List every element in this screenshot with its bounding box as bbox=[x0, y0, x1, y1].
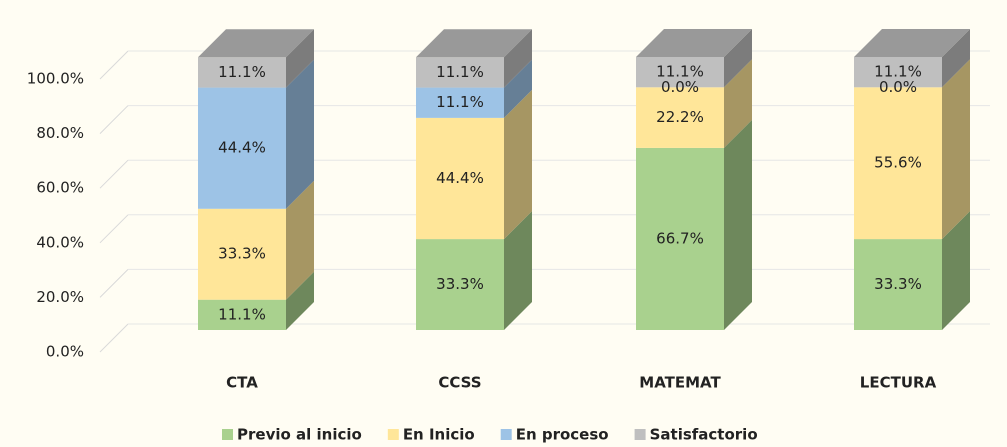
bar-side bbox=[504, 29, 532, 88]
bar-segment bbox=[198, 57, 286, 88]
bar-side bbox=[942, 211, 970, 330]
bar-segment bbox=[636, 57, 724, 88]
bar-segment bbox=[416, 239, 504, 330]
legend-swatch bbox=[222, 429, 233, 440]
data-label: 11.1% bbox=[218, 63, 266, 81]
bar-top bbox=[636, 29, 752, 57]
bar-side bbox=[724, 119, 752, 330]
data-label: 11.1% bbox=[656, 63, 704, 81]
grid-line bbox=[99, 50, 129, 80]
y-tick-label: 20.0% bbox=[36, 288, 84, 306]
bar-segment bbox=[854, 57, 942, 88]
x-tick-label: CTA bbox=[226, 374, 258, 392]
data-label: 44.4% bbox=[218, 139, 266, 157]
bar-side bbox=[286, 29, 314, 88]
data-label: 33.3% bbox=[874, 275, 922, 293]
y-tick-label: 40.0% bbox=[36, 233, 84, 251]
data-label: 55.6% bbox=[874, 154, 922, 172]
grid-line bbox=[99, 105, 129, 134]
y-tick-label: 80.0% bbox=[36, 124, 84, 142]
y-tick-label: 60.0% bbox=[36, 179, 84, 197]
bar-top bbox=[854, 29, 970, 57]
data-label: 11.1% bbox=[218, 305, 266, 323]
bar-segment bbox=[198, 299, 286, 330]
bar-side bbox=[286, 59, 314, 209]
legend-swatch bbox=[634, 429, 646, 440]
y-tick-label: 0.0% bbox=[46, 343, 84, 361]
legend-label: Previo al inicio bbox=[237, 426, 362, 444]
grid-line bbox=[99, 323, 129, 353]
bar-top bbox=[198, 29, 314, 58]
legend-label: Satisfactorio bbox=[650, 426, 758, 444]
bar-segment bbox=[416, 117, 504, 240]
x-tick-label: MATEMAT bbox=[639, 374, 721, 392]
bar-segment bbox=[416, 87, 504, 118]
bar-side bbox=[504, 89, 532, 240]
grid-line bbox=[99, 214, 129, 244]
bar-segment bbox=[636, 147, 724, 330]
bar-side bbox=[504, 211, 532, 330]
data-label: 0.0% bbox=[879, 78, 917, 96]
bar-segment bbox=[636, 87, 724, 148]
y-tick-label: 100.0% bbox=[27, 70, 84, 88]
bar-side bbox=[504, 59, 532, 118]
data-label: 11.1% bbox=[436, 63, 484, 81]
bar-side bbox=[286, 271, 314, 330]
data-label: 66.7% bbox=[656, 229, 704, 247]
legend-swatch bbox=[500, 429, 512, 440]
data-label: 0.0% bbox=[661, 78, 699, 96]
data-label: 11.1% bbox=[436, 93, 484, 111]
data-label: 11.1% bbox=[874, 63, 922, 81]
bar-segment bbox=[198, 87, 286, 209]
bar-side bbox=[724, 59, 752, 148]
data-label: 44.4% bbox=[436, 169, 484, 187]
bar-segment bbox=[854, 239, 942, 330]
bar-segment bbox=[416, 57, 504, 88]
bar-top bbox=[416, 29, 532, 58]
bar-side bbox=[942, 59, 970, 240]
bar-side bbox=[942, 29, 970, 88]
legend-swatch bbox=[387, 429, 399, 440]
grid-line bbox=[99, 269, 129, 298]
bar-segment bbox=[854, 87, 942, 240]
bar-side bbox=[286, 180, 314, 300]
x-tick-label: LECTURA bbox=[860, 374, 937, 392]
legend-label: En Inicio bbox=[403, 426, 475, 444]
x-tick-label: CCSS bbox=[438, 374, 481, 392]
data-label: 22.2% bbox=[656, 108, 704, 126]
bar-segment bbox=[198, 208, 286, 300]
bar-side bbox=[724, 29, 752, 88]
data-label: 33.3% bbox=[436, 275, 484, 293]
legend-label: En proceso bbox=[516, 426, 609, 444]
grid-line bbox=[99, 159, 129, 189]
data-label: 33.3% bbox=[218, 245, 266, 263]
